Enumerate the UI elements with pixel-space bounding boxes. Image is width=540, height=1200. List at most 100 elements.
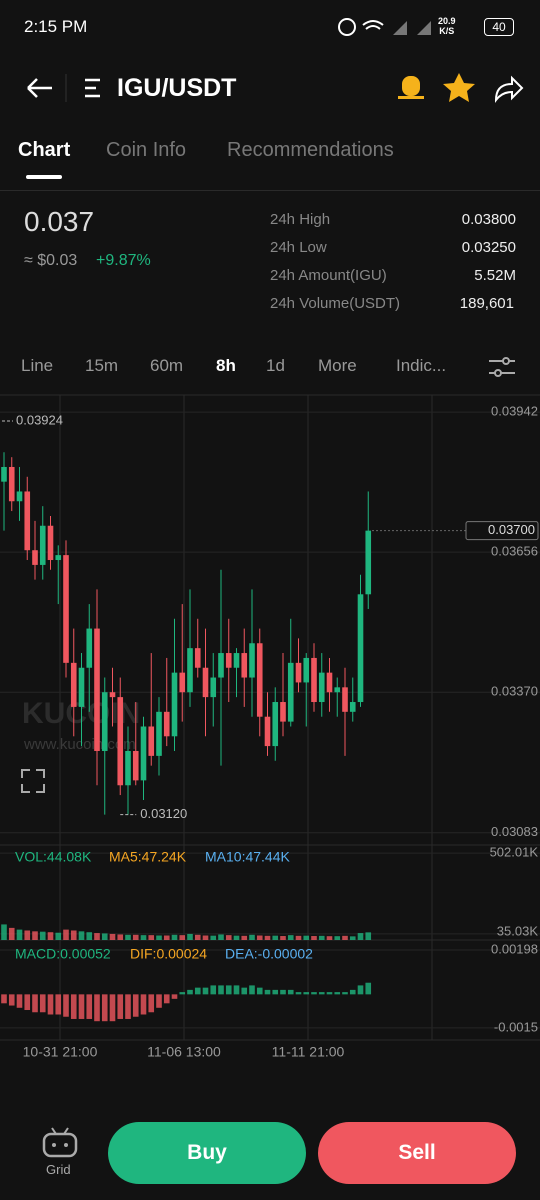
volume-bar [117,934,124,940]
macd-bar [179,992,186,995]
macd-bar [334,992,341,995]
y-tick-label: 0.03083 [491,824,538,839]
price-change: +9.87% [96,252,151,269]
settings-button[interactable] [486,354,518,380]
macd-bar [117,994,124,1019]
volume-bar [171,934,178,940]
candle-body [32,550,38,565]
candle-body [171,672,178,737]
volume-bar [55,932,62,940]
volume-bar [32,931,38,940]
candle-body [311,657,317,703]
volume-bar [334,936,341,940]
candle-body [202,667,209,698]
grid-icon[interactable] [40,1126,80,1160]
macd-bar [218,985,224,995]
macd-bar [342,992,348,995]
menu-button[interactable] [85,78,100,98]
volume-bar [47,932,54,940]
interval[interactable]: 15m [85,356,119,375]
interval[interactable]: 1d [266,356,285,375]
macd-bar [249,985,255,995]
speed-value: 20.9 [438,16,456,26]
y-tick-label: -0.0015 [494,1019,538,1034]
macd-bar [140,994,147,1015]
pair-title: IGU/USDT [117,74,237,102]
macd-bar [101,994,108,1022]
candle-body [140,726,147,781]
stat-label: 24h Volume(USDT) [270,295,401,312]
volume-bar [202,935,209,940]
macd-bar [194,987,201,995]
candle-body [357,594,364,703]
interval[interactable]: 8h [216,356,236,375]
macd-legend: DIF:0.00024 [130,946,207,962]
sell-button[interactable]: Sell [318,1122,516,1184]
y-tick-label: 0.03942 [491,404,538,419]
candle-body [287,662,294,722]
macd-bar [202,987,209,995]
volume-bar [194,934,201,940]
interval[interactable]: More [318,356,357,375]
interval[interactable]: Line [21,356,54,375]
candle-body [47,525,54,561]
macd-bar [47,994,54,1015]
macd-bar [1,994,7,1004]
grid-label[interactable]: Grid [46,1162,71,1177]
candle-body [16,491,23,502]
candle-body [39,525,46,565]
volume-bar [249,934,255,940]
candle-body [365,530,372,595]
min-label: 0.03120 [140,806,187,821]
volume-bar [311,936,317,940]
back-button[interactable] [27,78,52,98]
candle-body [249,643,255,678]
volume-bar [140,935,147,940]
candle-body [117,697,124,786]
stat-value: 0.03250 [461,239,516,256]
tab[interactable]: Recommendations [227,139,394,161]
macd-legend: MACD:0.00052 [15,946,111,962]
volume-bar [16,929,23,940]
volume-bar [179,935,186,940]
volume-bar [101,933,108,940]
candle-body [280,702,286,722]
macd-bar [241,987,248,995]
candle-body [132,750,139,781]
macd-legend: DEA:-0.00002 [225,946,313,962]
macd-bar [94,994,100,1022]
volume-bar [342,935,348,940]
volume-bar [86,932,93,940]
buy-button[interactable]: Buy [108,1122,306,1184]
candle-body [63,555,69,663]
stat-value: 189,601 [459,295,514,312]
macd-bar [32,994,38,1013]
candle-body [264,716,271,747]
macd-bar [365,982,372,995]
volume-legend: VOL:44.08K [15,849,92,865]
tab[interactable]: Chart [18,139,71,161]
macd-bar [63,994,69,1017]
interval[interactable]: 60m [150,356,184,375]
x-tick-label: 10-31 21:00 [23,1044,98,1060]
macd-bar [132,994,139,1017]
volume-bar [349,936,356,940]
tab[interactable]: Coin Info [106,139,187,161]
chart: 0.03942 0.03656 0.03370 0.03083 502.01K 35.03… [0,394,540,1060]
volume-bar [256,935,263,940]
battery: 40 [484,18,514,36]
fullscreen-icon[interactable] [21,769,45,793]
favorite-button[interactable] [443,73,475,102]
stat-label: 24h High [270,211,331,228]
candle-body [179,672,186,693]
alert-button[interactable] [402,76,420,96]
macd-bar [148,994,155,1013]
share-button[interactable] [494,75,524,104]
volume-bar [218,934,224,940]
candle-body [218,653,224,678]
candle-body [109,692,116,698]
volume-bar [109,933,116,940]
candle-body [101,692,108,751]
candle-body [256,643,263,717]
interval[interactable]: Indic... [396,356,447,375]
